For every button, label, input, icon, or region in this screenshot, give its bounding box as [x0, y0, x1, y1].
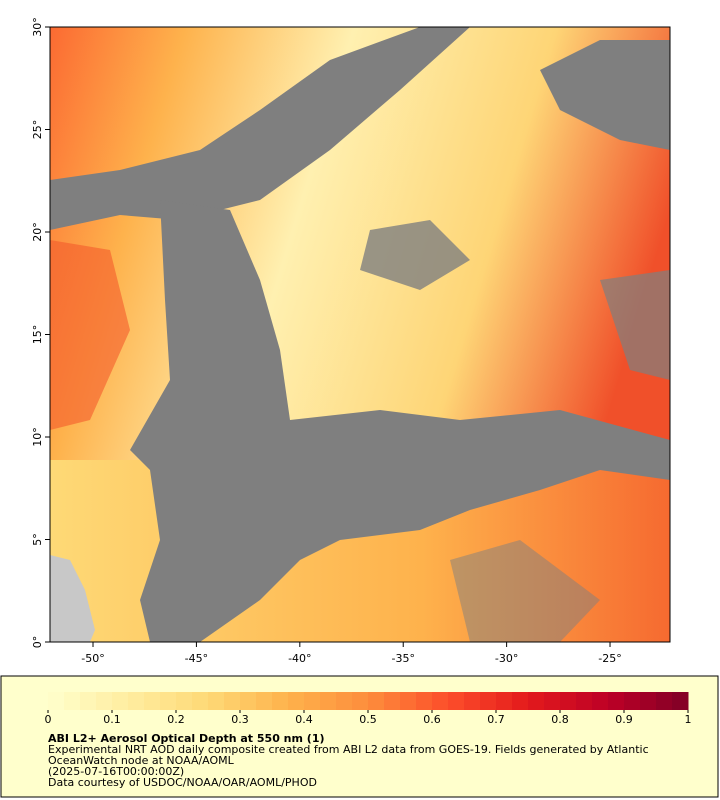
y-tick-label: 5°	[31, 533, 44, 546]
colorbar-segment	[592, 692, 609, 710]
colorbar-segment	[544, 692, 561, 710]
legend-title: ABI L2+ Aerosol Optical Depth at 550 nm …	[48, 732, 325, 745]
colorbar-segment	[368, 692, 385, 710]
y-tick-label: 20°	[31, 222, 44, 242]
colorbar-segment	[528, 692, 545, 710]
colorbar-segment	[80, 692, 97, 710]
colorbar-segment	[640, 692, 657, 710]
x-tick-label: -30°	[495, 652, 518, 665]
colorbar-segment	[208, 692, 225, 710]
y-tick-label: 15°	[31, 325, 44, 345]
axes: -50° -45° -40° -35° -30° -25° 0° 5° 10° 15° 20° 25°…	[31, 17, 622, 665]
colorbar-segment	[64, 692, 81, 710]
colorbar-tick-label: 0.5	[359, 713, 377, 726]
x-tick-label: -50°	[81, 652, 104, 665]
colorbar-tick-label: 0.1	[103, 713, 121, 726]
colorbar-segment	[608, 692, 625, 710]
colorbar-segment	[160, 692, 177, 710]
colorbar-segment	[112, 692, 129, 710]
x-tick-label: -25°	[598, 652, 621, 665]
y-tick-label: 10°	[31, 427, 44, 447]
x-tick-label: -40°	[288, 652, 311, 665]
colorbar-segment	[128, 692, 145, 710]
colorbar-tick-label: 0.8	[551, 713, 569, 726]
colorbar-segment	[672, 692, 689, 710]
colorbar-tick-label: 0	[45, 713, 52, 726]
colorbar-tick-label: 0.3	[231, 713, 249, 726]
colorbar-segment	[496, 692, 513, 710]
colorbar-segment	[560, 692, 577, 710]
colorbar-segment	[656, 692, 673, 710]
colorbar-segment	[176, 692, 193, 710]
colorbar-segment	[224, 692, 241, 710]
map-image	[50, 27, 670, 642]
x-tick-label: -45°	[185, 652, 208, 665]
colorbar-segment	[512, 692, 529, 710]
colorbar-segment	[48, 692, 65, 710]
colorbar-segment	[304, 692, 321, 710]
colorbar-segment	[320, 692, 337, 710]
colorbar-segment	[272, 692, 289, 710]
colorbar-segment	[256, 692, 273, 710]
colorbar-tick-label: 0.4	[295, 713, 313, 726]
colorbar: 0 0.1 0.2 0.3 0.4 0.5 0.6 0.7 0.8 0.9 1	[45, 692, 692, 726]
legend-line: (2025-07-16T00:00:00Z)	[48, 765, 184, 778]
colorbar-segment	[240, 692, 257, 710]
x-tick-label: -35°	[391, 652, 414, 665]
colorbar-tick-label: 0.9	[615, 713, 633, 726]
colorbar-segment	[96, 692, 113, 710]
colorbar-segment	[336, 692, 353, 710]
legend-line: OceanWatch node at NOAA/AOML	[48, 754, 235, 767]
colorbar-tick-label: 0.2	[167, 713, 185, 726]
colorbar-segment	[384, 692, 401, 710]
colorbar-segment	[576, 692, 593, 710]
colorbar-segment	[480, 692, 497, 710]
y-tick-label: 30°	[31, 17, 44, 37]
colorbar-segment	[400, 692, 417, 710]
colorbar-tick-label: 0.7	[487, 713, 505, 726]
y-tick-label: 0°	[31, 636, 44, 649]
colorbar-segment	[416, 692, 433, 710]
colorbar-segment	[192, 692, 209, 710]
colorbar-segment	[464, 692, 481, 710]
colorbar-segment	[448, 692, 465, 710]
y-tick-label: 25°	[31, 120, 44, 140]
legend-line: Experimental NRT AOD daily composite cre…	[48, 743, 649, 756]
colorbar-segment	[288, 692, 305, 710]
colorbar-tick-label: 0.6	[423, 713, 441, 726]
colorbar-segment	[352, 692, 369, 710]
legend-line: Data courtesy of USDOC/NOAA/OAR/AOML/PHO…	[48, 776, 317, 789]
colorbar-tick-label: 1	[685, 713, 692, 726]
colorbar-segment	[144, 692, 161, 710]
colorbar-segment	[432, 692, 449, 710]
colorbar-segment	[624, 692, 641, 710]
